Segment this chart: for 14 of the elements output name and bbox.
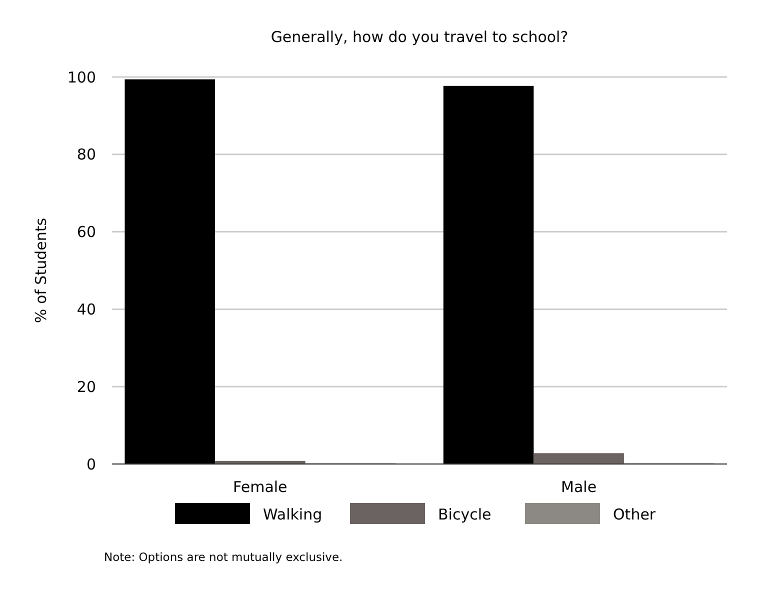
y-tick-label: 100 (67, 68, 96, 86)
text: Note: Options are not mutually exclusive. (104, 550, 343, 564)
legend-label: Other (613, 505, 656, 524)
y-tick-label: 20 (76, 378, 96, 396)
legend-label: Walking (263, 505, 322, 524)
y-tick-label: 0 (86, 455, 96, 474)
x-tick-label: Male (561, 478, 597, 496)
y-tick-label: 80 (76, 146, 96, 164)
legend-label: Bicycle (438, 505, 492, 524)
y-axis-title: % of Students (32, 218, 50, 324)
x-tick-label: Female (233, 478, 288, 496)
chart-title: Generally, how do you travel to school? (270, 28, 568, 46)
y-tick-label: 60 (76, 223, 96, 242)
y-tick-label: 40 (76, 300, 96, 318)
